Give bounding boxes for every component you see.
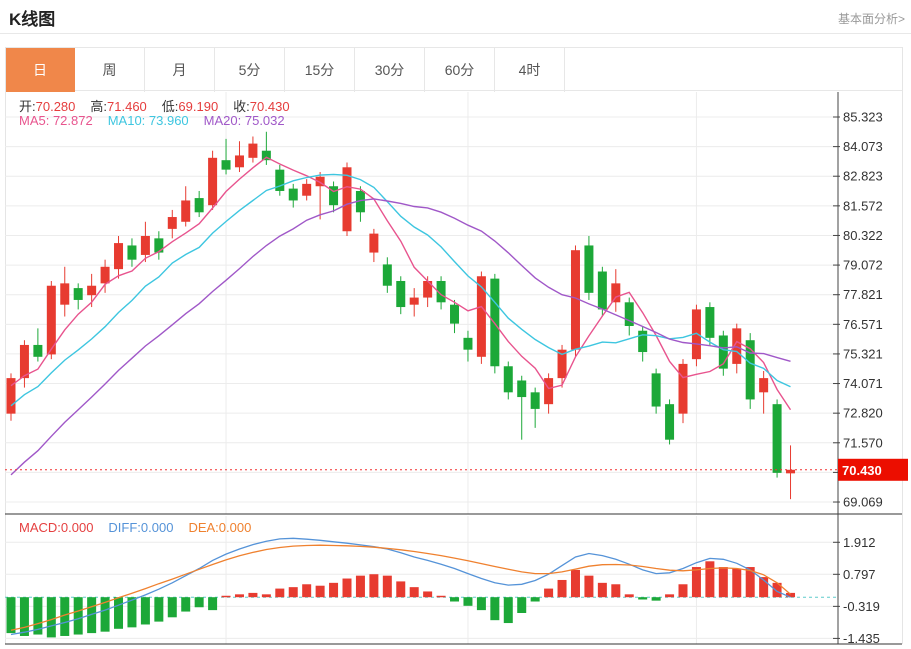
macd-legend-item-2: DEA:0.000 — [188, 520, 252, 535]
current-price-label: 70.430 — [842, 463, 882, 478]
tab-period-4[interactable]: 15分 — [285, 48, 355, 92]
price-tick-5: 79.072 — [843, 258, 883, 273]
macd-histogram — [5, 561, 838, 638]
ma20-line — [10, 198, 791, 476]
container-left-border — [5, 47, 6, 644]
ohlc-value-1: 71.460 — [107, 99, 147, 114]
ohlc-value-3: 70.430 — [249, 99, 290, 114]
price-tick-6: 77.821 — [843, 287, 883, 302]
price-tick-10: 72.820 — [843, 406, 883, 421]
tab-period-6[interactable]: 60分 — [425, 48, 495, 92]
candles-group — [6, 131, 796, 500]
tab-period-7[interactable]: 4时 — [495, 48, 565, 92]
macd-tick-1: 0.797 — [843, 567, 876, 582]
ohlc-label-1: 高: — [90, 99, 108, 114]
tab-period-1[interactable]: 周 — [75, 48, 145, 92]
ma-legend-item-0: MA5: 72.872 — [19, 113, 93, 128]
dea-line — [10, 544, 791, 631]
fundamental-analysis-link[interactable]: 基本面分析> — [837, 12, 905, 26]
price-tick-9: 74.071 — [843, 376, 883, 391]
tab-period-3[interactable]: 5分 — [215, 48, 285, 92]
ma10-line — [10, 173, 791, 407]
ma-legend: MA5: 72.872 MA10: 73.960 MA20: 75.032 — [19, 113, 300, 128]
macd-tick-0: 1.912 — [843, 535, 876, 550]
ohlc-label-2: 低: — [161, 99, 179, 114]
price-tick-3: 81.572 — [843, 198, 883, 213]
price-tick-0: 85.323 — [843, 110, 883, 125]
ma5-line — [10, 156, 792, 411]
price-tick-2: 82.823 — [843, 169, 883, 184]
diff-line — [10, 537, 791, 636]
price-tick-1: 84.073 — [843, 139, 883, 154]
ohlc-label-3: 收: — [233, 99, 250, 114]
current-price-badge: 70.430 — [838, 458, 908, 481]
ma-legend-item-2: MA20: 75.032 — [203, 113, 285, 128]
macd-legend: MACD:0.000 DIFF:0.000 DEA:0.000 — [19, 520, 266, 535]
price-axis — [5, 92, 902, 645]
ohlc-value-2: 69.190 — [178, 99, 219, 114]
ohlc-label-0: 开: — [19, 99, 36, 114]
ohlc-legend: 开:70.280 高:71.460 低:69.190 收:70.430 — [19, 96, 305, 115]
price-tick-11: 71.570 — [843, 435, 883, 450]
axis-labels: 85.323 84.073 82.823 81.572 80.322 79.072 77.8… — [833, 110, 883, 646]
macd-tick-2: -0.319 — [843, 599, 880, 614]
price-tick-13: 69.069 — [843, 495, 883, 510]
price-tick-7: 76.571 — [843, 317, 883, 332]
ohlc-value-0: 70.280 — [35, 99, 76, 114]
tab-period-0[interactable]: 日 — [5, 48, 75, 92]
macd-tick-3: -1.435 — [843, 631, 880, 646]
tab-period-2[interactable]: 月 — [145, 48, 215, 92]
price-tick-8: 75.321 — [843, 346, 883, 361]
macd-legend-item-1: DIFF:0.000 — [108, 520, 174, 535]
gridlines — [5, 92, 838, 644]
macd-legend-item-0: MACD:0.000 — [19, 520, 94, 535]
ma-legend-item-1: MA10: 73.960 — [107, 113, 189, 128]
container-right-border — [902, 47, 903, 644]
price-tick-4: 80.322 — [843, 228, 883, 243]
page-title: K线图 — [9, 10, 56, 29]
tab-period-5[interactable]: 30分 — [355, 48, 425, 92]
period-tabs: 日周月 5分 15分 30分 60分 4时 — [5, 47, 902, 92]
title-divider — [0, 33, 911, 34]
